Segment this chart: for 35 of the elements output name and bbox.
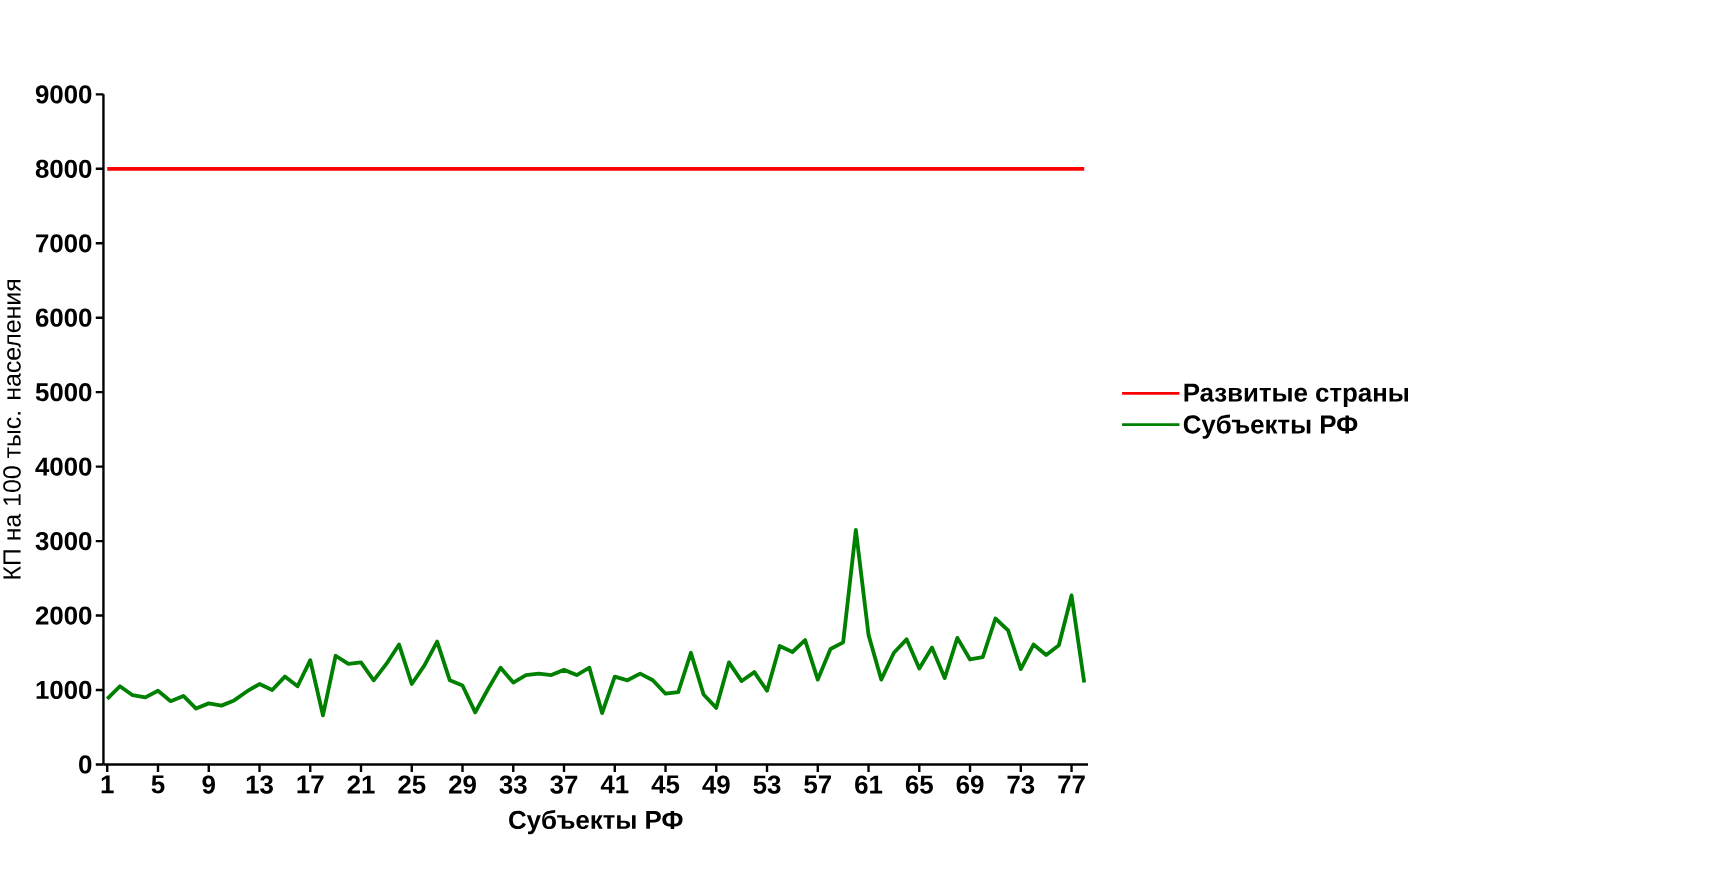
x-tick-label: 69 xyxy=(956,775,984,794)
legend-label: Развитые страны xyxy=(1184,383,1409,407)
x-tick-label: 13 xyxy=(246,775,273,794)
x-tick-label: 61 xyxy=(855,775,883,794)
x-tick-label: 5 xyxy=(151,775,165,794)
x-tick-label: 57 xyxy=(804,775,831,794)
x-tick-label: 49 xyxy=(702,775,730,794)
line-series xyxy=(105,527,1087,718)
y-tick-label: 3000 xyxy=(35,531,92,551)
x-axis-title: Субъекты РФ xyxy=(509,809,683,835)
y-tick-label: 6000 xyxy=(35,308,92,327)
x-tick-label: 77 xyxy=(1058,775,1085,794)
x-tick-label: 45 xyxy=(651,775,680,794)
y-tick-label: 7000 xyxy=(36,233,92,253)
x-tick-label: 17 xyxy=(297,775,324,794)
x-tick-label: 21 xyxy=(347,775,375,794)
y-tick-label: 9000 xyxy=(35,85,92,104)
y-tick-label: 8000 xyxy=(35,159,92,178)
x-tick-label: 65 xyxy=(905,775,933,794)
y-tick-label: 1000 xyxy=(36,680,92,699)
x-tick-label: 33 xyxy=(499,775,527,794)
y-tick-label: 2000 xyxy=(35,606,92,625)
y-tick-label: 0 xyxy=(79,755,92,774)
y-tick-label: 5000 xyxy=(35,382,92,402)
x-tick-label: 25 xyxy=(398,775,426,794)
x-tick-label: 73 xyxy=(1007,775,1035,794)
x-tick-label: 1 xyxy=(101,775,114,794)
legend-label: Субъекты РФ xyxy=(1183,414,1358,439)
x-tick-label: 29 xyxy=(449,775,476,794)
x-tick-label: 9 xyxy=(202,775,215,794)
x-tick-label: 37 xyxy=(550,775,578,794)
y-tick-label: 4000 xyxy=(35,457,92,476)
x-tick-label: 53 xyxy=(753,775,781,794)
y-axis-title: КП на 100 тыс. населения xyxy=(3,279,21,579)
x-tick-label: 41 xyxy=(600,775,629,794)
